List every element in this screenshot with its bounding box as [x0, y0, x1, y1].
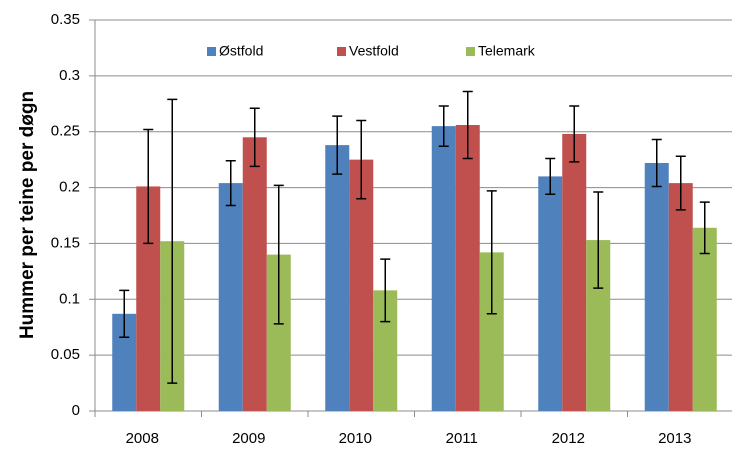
y-axis-label: Hummer per teine per døgn — [17, 91, 38, 339]
legend-label: Østfold — [219, 43, 263, 59]
y-tick-label: 0.35 — [51, 11, 80, 28]
error-bar — [545, 157, 556, 196]
x-tick-label: 2010 — [339, 430, 372, 447]
legend-label: Telemark — [478, 43, 536, 59]
error-bar — [167, 98, 178, 384]
bar — [325, 145, 350, 411]
error-bar — [119, 289, 130, 339]
legend-swatch — [207, 47, 216, 56]
error-bar — [143, 128, 154, 245]
error-bar — [593, 191, 604, 289]
error-bar — [699, 201, 710, 255]
bar — [692, 227, 717, 411]
bar — [455, 125, 480, 412]
legend-swatch — [337, 47, 346, 56]
y-tick-label: 0.25 — [51, 123, 80, 140]
y-tick-label: 0.1 — [59, 290, 80, 307]
error-bar — [675, 155, 686, 211]
y-tick-label: 0.05 — [51, 346, 80, 363]
error-bar — [249, 107, 260, 168]
x-tick-label: 2009 — [232, 430, 265, 447]
bar — [538, 176, 563, 411]
y-tick-label: 0.2 — [59, 179, 80, 196]
bar — [562, 133, 587, 411]
error-bar — [273, 184, 284, 325]
error-bar — [438, 105, 449, 147]
bar — [218, 183, 243, 411]
bar — [349, 159, 374, 411]
bar — [644, 162, 669, 411]
legend-swatch — [466, 47, 475, 56]
x-tick-label: 2011 — [446, 430, 478, 447]
error-bar — [569, 105, 580, 163]
x-tick-label: 2008 — [126, 430, 159, 447]
y-tick-label: 0.3 — [59, 67, 80, 84]
legend-label: Vestfold — [349, 43, 399, 59]
bar — [668, 183, 693, 411]
error-bar — [356, 119, 367, 200]
error-bar — [462, 90, 473, 160]
error-bar — [651, 138, 662, 188]
error-bar — [332, 115, 343, 175]
x-tick-label: 2012 — [552, 430, 585, 447]
y-tick-label: 0 — [72, 402, 80, 419]
error-bar — [225, 160, 236, 207]
x-tick-label: 2013 — [658, 430, 691, 447]
error-bar — [486, 190, 497, 315]
y-tick-label: 0.15 — [51, 234, 80, 251]
bar — [431, 126, 456, 411]
error-bar — [380, 258, 391, 323]
bar — [242, 137, 267, 412]
